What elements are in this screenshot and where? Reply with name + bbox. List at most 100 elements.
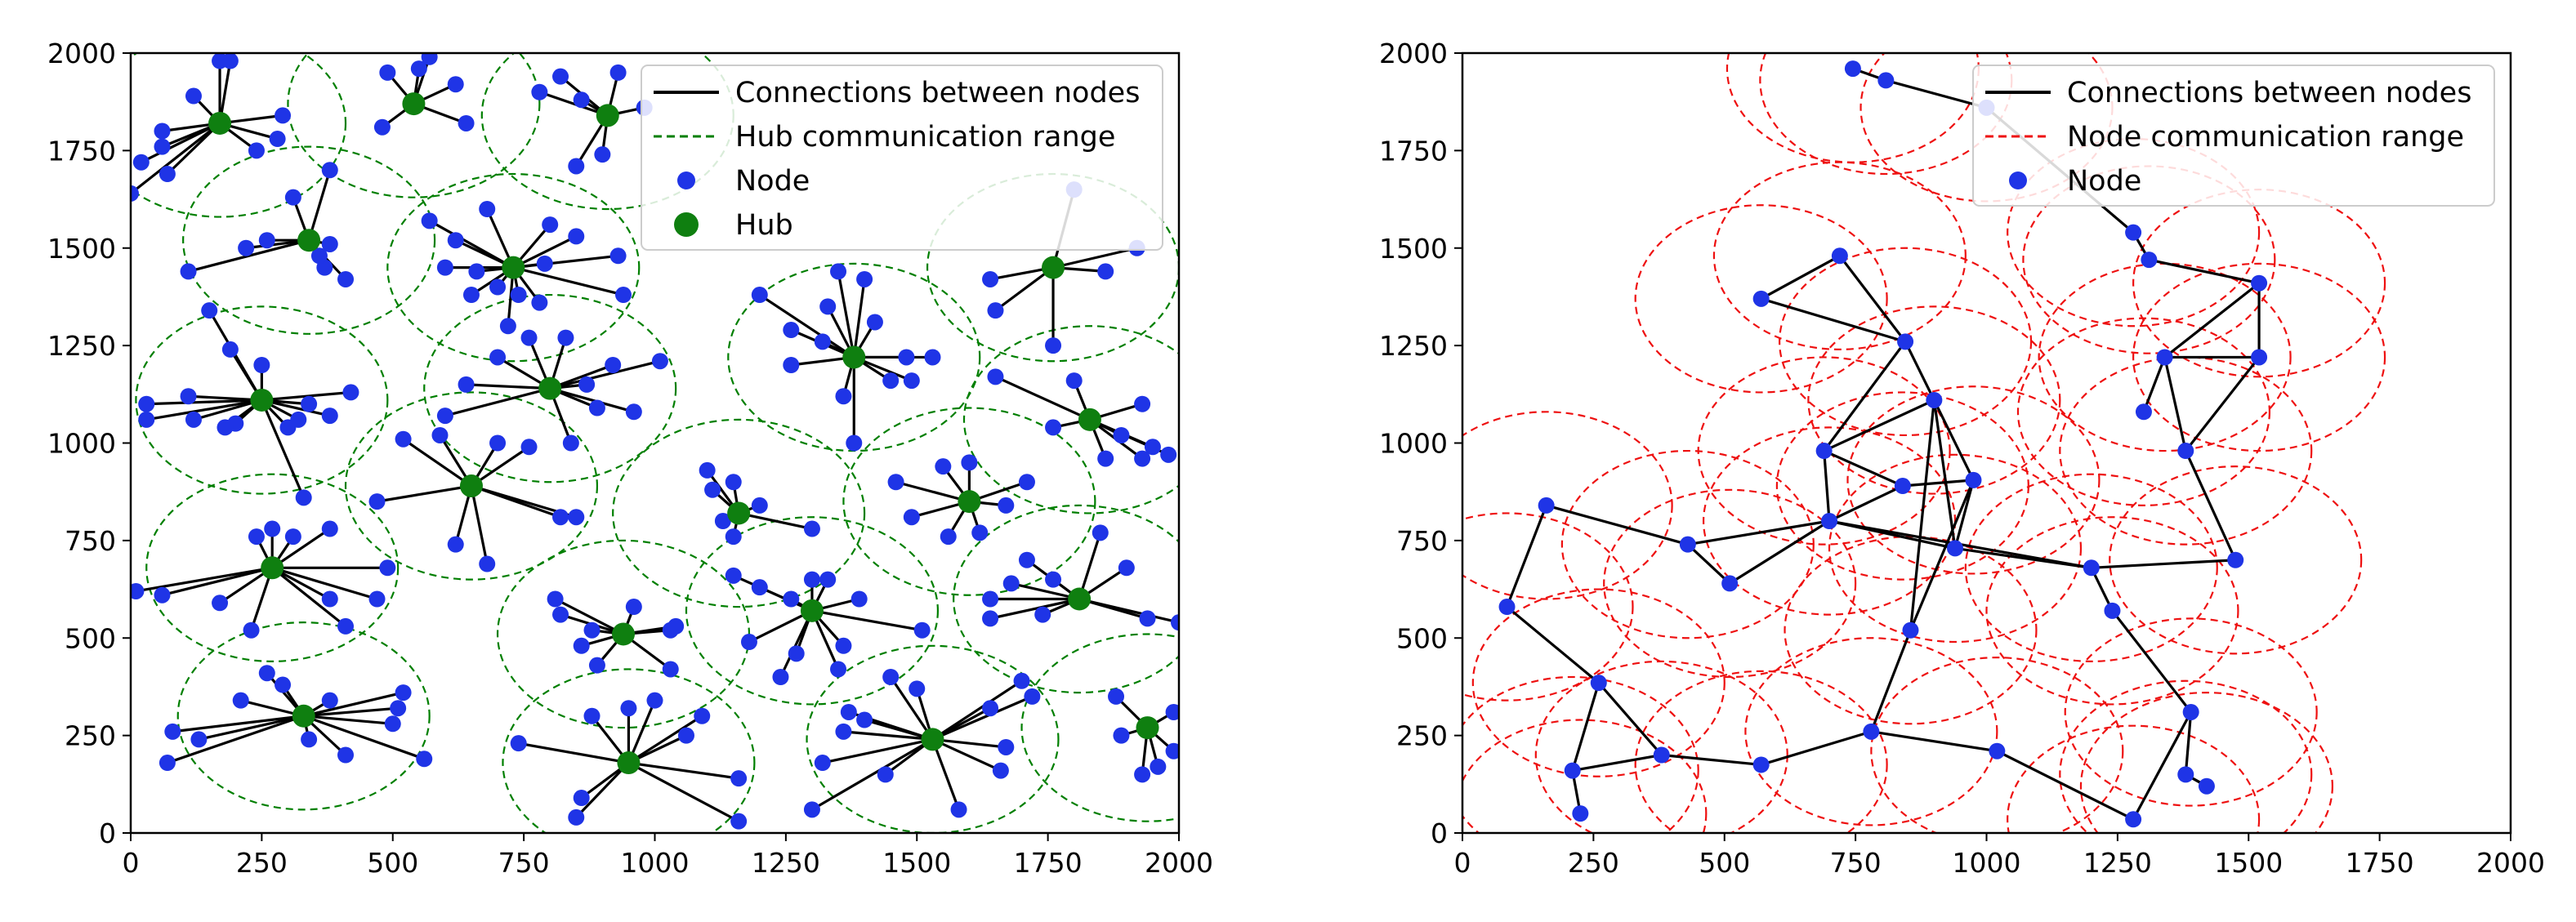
x-tick-label: 2000 (1145, 847, 1213, 879)
node-point (783, 590, 800, 608)
connection-line (1823, 449, 1904, 488)
connection-line (1078, 597, 1179, 624)
connection-line (627, 761, 739, 823)
node-point (552, 606, 569, 623)
connection-line (549, 359, 661, 390)
connection-line (1932, 399, 1975, 481)
x-tick-label: 1500 (2214, 847, 2283, 879)
connection-line (261, 399, 331, 417)
node-point (1113, 426, 1130, 443)
node-point (1538, 497, 1555, 514)
node-point (1877, 72, 1895, 89)
node-point (1947, 540, 1964, 557)
hub-markers (208, 92, 1159, 775)
connection-line (779, 610, 814, 678)
connection-line (1571, 682, 1601, 772)
connection-line (188, 238, 310, 273)
connection-line (1823, 341, 1907, 452)
node-point (935, 458, 952, 475)
node-point (903, 372, 920, 390)
node-point (620, 700, 637, 717)
node-point (154, 586, 171, 604)
connection-line (1052, 247, 1138, 269)
node-point (489, 349, 507, 366)
node-range (2109, 465, 2363, 655)
y-tick-label: 2000 (1379, 38, 1448, 69)
node-point (384, 715, 401, 733)
node-point (542, 216, 559, 234)
node-range (2079, 692, 2333, 833)
node-point (662, 661, 679, 678)
node-point (987, 302, 1004, 319)
left-legend: Connections between nodes Hub communicat… (641, 65, 1163, 251)
node-point (2125, 224, 2142, 241)
node-point (248, 142, 265, 159)
node-point (588, 657, 605, 674)
node-range (1634, 670, 1888, 833)
node-point (846, 434, 863, 452)
right-legend-frame (1972, 65, 2495, 207)
hub-point (727, 501, 751, 525)
hub-point (208, 111, 232, 135)
node-point (998, 497, 1015, 514)
node-point (2104, 602, 2121, 619)
x-tick-label: 1250 (2083, 847, 2152, 879)
connection-line (931, 695, 1034, 741)
hub-range (612, 418, 866, 608)
node-point (2125, 811, 2142, 828)
node-point (835, 388, 852, 405)
node-range (1462, 719, 1708, 833)
node-point (1065, 372, 1083, 390)
connection-line (512, 266, 624, 296)
hub-point (958, 490, 981, 514)
node-point (1024, 688, 1041, 705)
connection-line (1996, 750, 2134, 821)
node-point (982, 610, 999, 627)
y-tick-label: 1500 (47, 233, 116, 265)
node-point (568, 509, 585, 526)
connection-line (271, 566, 377, 601)
node-range (1846, 385, 2101, 575)
node-point (499, 318, 516, 335)
x-tick-label: 1500 (882, 847, 951, 879)
node-point (2251, 274, 2268, 292)
connection-line (1761, 297, 1906, 343)
connection-line (989, 597, 1080, 620)
node-point (783, 322, 800, 339)
x-tick-label: 500 (1699, 847, 1750, 879)
connection-line (889, 676, 934, 741)
node-point (568, 228, 585, 245)
node-point (725, 528, 742, 546)
node-point (1572, 805, 1589, 822)
connection-line (518, 742, 629, 764)
hub-range (806, 644, 1060, 833)
connection-line (402, 438, 472, 488)
node-markers (131, 53, 1179, 830)
connection-line (303, 715, 393, 725)
hub-range (145, 473, 400, 663)
node-point (321, 692, 338, 709)
connection-line (2163, 357, 2187, 452)
connection-line (837, 271, 855, 358)
node-range (1828, 453, 2083, 644)
node-point (1897, 333, 1914, 350)
node-point (751, 497, 768, 514)
node-point (903, 509, 920, 526)
connection-line (733, 574, 813, 612)
node-point (1821, 513, 1838, 529)
node-point (819, 571, 837, 588)
node-point (2141, 252, 2158, 269)
node-point (531, 294, 548, 311)
node-point (248, 528, 265, 546)
node-point (284, 189, 301, 206)
connection-line (1823, 399, 1935, 452)
node-point (856, 270, 873, 287)
hub-point (1042, 256, 1065, 279)
connection-line (2142, 356, 2167, 412)
connection-line (811, 609, 922, 632)
connection-line (2132, 711, 2193, 821)
connection-line (172, 715, 304, 733)
node-point (290, 411, 307, 428)
node-point (1118, 559, 1135, 577)
node-point (180, 388, 197, 405)
